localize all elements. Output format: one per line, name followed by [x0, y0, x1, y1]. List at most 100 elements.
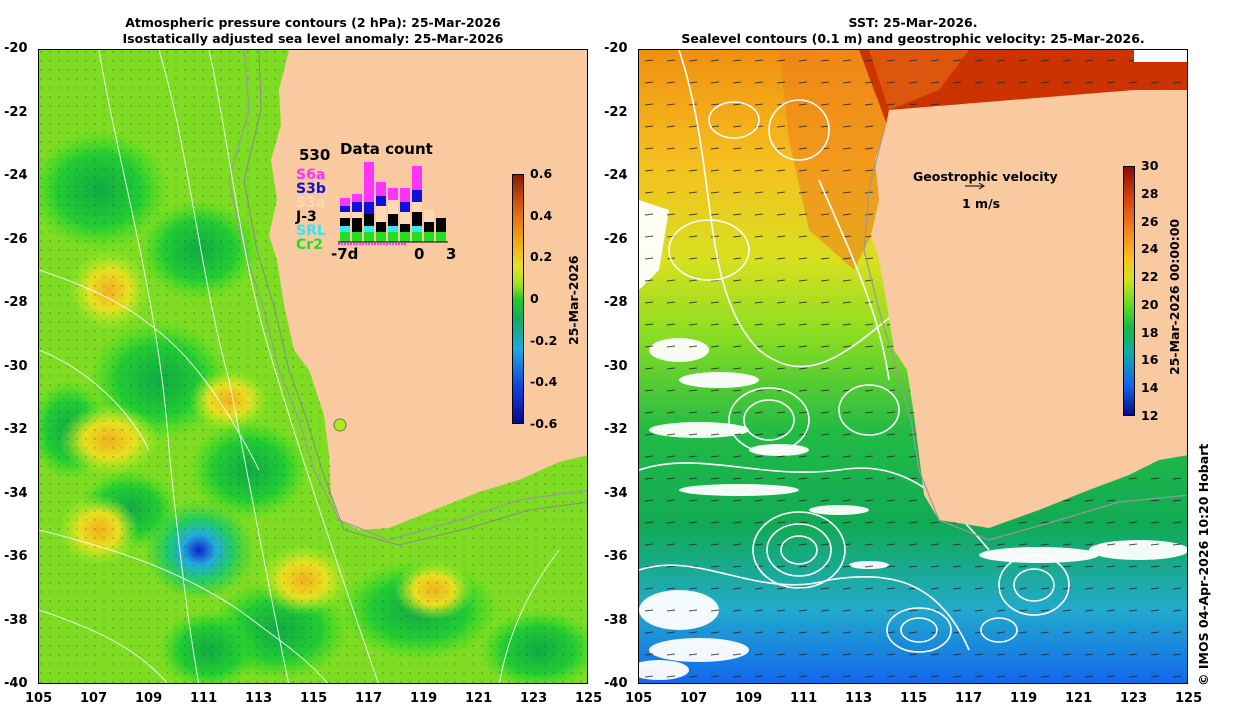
data-count-bar-segment — [376, 196, 386, 206]
left-lon-tick: 113 — [245, 691, 273, 706]
data-count-bar-segment — [412, 232, 422, 242]
left-sla-map[interactable] — [38, 49, 588, 684]
right-lat-tick: -30 — [604, 358, 628, 374]
data-count-bar-segment — [412, 166, 422, 190]
legend-s3b: S3b — [296, 181, 326, 197]
right-lon-tick: 111 — [790, 691, 818, 706]
sst-colorbar-tick: 12 — [1141, 408, 1159, 423]
left-lon-tick: 107 — [80, 691, 108, 706]
left-lon-tick: 111 — [190, 691, 218, 706]
data-count-axis-zero: 0 — [414, 245, 425, 263]
left-title-line-2: Isostatically adjusted sea level anomaly… — [122, 31, 504, 46]
left-lat-tick: -38 — [4, 612, 28, 628]
right-lat-tick: -22 — [604, 104, 628, 120]
data-count-bar-segment — [340, 198, 350, 206]
data-count-bar-segment — [340, 206, 350, 212]
legend-s3a: S3a — [296, 195, 326, 211]
sla-colorbar-tick: 0.4 — [530, 207, 553, 223]
left-lon-tick: 121 — [465, 691, 493, 706]
right-lon-tick: 113 — [845, 691, 873, 706]
data-count-title: Data count — [340, 140, 433, 158]
sla-colorbar-tick: 0.6 — [530, 166, 553, 181]
right-lon-tick: 109 — [735, 691, 763, 706]
data-count-bar-segment — [352, 232, 362, 242]
legend-j3: J-3 — [296, 209, 317, 225]
left-lat-tick: -40 — [4, 676, 28, 691]
right-lat-tick: -38 — [604, 612, 628, 628]
left-lat-tick: -34 — [4, 485, 28, 501]
right-lat-tick: -24 — [604, 168, 628, 183]
right-lat-tick: -34 — [604, 485, 628, 501]
right-lat-tick: -26 — [604, 231, 628, 247]
left-lon-tick: 117 — [355, 691, 383, 706]
right-lon-tick: 107 — [680, 691, 708, 706]
left-title-line-1: Atmospheric pressure contours (2 hPa): 2… — [125, 15, 501, 30]
data-count-bar-segment — [340, 218, 350, 226]
sla-colorbar-tick: 0 — [530, 291, 539, 306]
legend-s6a: S6a — [296, 167, 326, 183]
right-lat-tick: -40 — [604, 676, 628, 691]
sst-colorbar-tick: 14 — [1141, 380, 1159, 396]
left-lon-tick: 105 — [25, 691, 53, 706]
left-lat-tick: -24 — [4, 168, 28, 183]
sst-colorbar — [1123, 166, 1135, 416]
data-count-bar-segment — [424, 210, 434, 222]
data-count-bar-segment — [352, 212, 362, 218]
sla-colorbar-tick: -0.6 — [530, 416, 558, 431]
left-lon-tick: 125 — [575, 691, 603, 706]
right-lon-tick: 125 — [1175, 691, 1203, 706]
left-lat-tick: -32 — [4, 422, 28, 437]
left-lat-tick: -28 — [4, 295, 28, 310]
legend-srl: SRL — [296, 223, 326, 239]
left-lat-tick: -36 — [4, 549, 28, 564]
data-count-bar-segment — [400, 202, 410, 212]
right-lat-tick: -36 — [604, 549, 628, 564]
left-lon-tick: 115 — [300, 691, 328, 706]
data-count-bar-segment — [412, 190, 422, 202]
sst-map-graphic — [639, 50, 1187, 683]
right-lon-tick: 121 — [1065, 691, 1093, 706]
data-count-axis-start: -7d — [331, 245, 359, 263]
sla-colorbar — [512, 174, 524, 424]
left-lat-tick: -30 — [4, 358, 28, 374]
data-count-bar-segment — [364, 202, 374, 214]
data-count-bar-segment — [400, 188, 410, 202]
data-count-bar-segment — [364, 214, 374, 226]
data-count-bars — [338, 162, 448, 245]
sst-colorbar-tick: 26 — [1141, 213, 1159, 229]
data-count-bar-segment — [352, 202, 362, 212]
data-count-bar-segment — [388, 232, 398, 242]
data-count-bar-segment — [424, 222, 434, 232]
data-count-inset: 530 Data count S6a S3b S3a J-3 SRL Cr2 -… — [296, 140, 466, 265]
sst-colorbar-tick: 16 — [1141, 352, 1159, 368]
data-count-bar-segment — [400, 212, 410, 224]
left-lon-tick: 119 — [410, 691, 438, 706]
sst-colorbar-label: 25-Mar-2026 00:00:00 — [1167, 218, 1182, 375]
right-lat-tick: -28 — [604, 295, 628, 310]
sla-colorbar-label: 25-Mar-2026 — [566, 255, 581, 345]
data-count-bar-segment — [376, 232, 386, 242]
data-count-bar-segment — [412, 212, 422, 226]
left-lat-tick: -22 — [4, 104, 28, 120]
sst-colorbar-tick: 20 — [1141, 296, 1159, 312]
right-lon-tick: 119 — [1010, 691, 1038, 706]
sst-colorbar-tick: 28 — [1141, 185, 1159, 201]
data-count-bar-segment — [400, 224, 410, 232]
data-count-bar-segment — [364, 162, 374, 202]
data-count-bar-segment — [400, 232, 410, 242]
data-count-bar-segment — [376, 182, 386, 196]
sla-map-graphic — [39, 50, 587, 683]
right-lon-tick: 123 — [1120, 691, 1148, 706]
right-lon-tick: 115 — [900, 691, 928, 706]
data-count-bar-segment — [376, 206, 386, 222]
sla-colorbar-tick: -0.2 — [530, 332, 558, 348]
data-count-bar-segment — [388, 188, 398, 200]
data-count-bar-segment — [412, 226, 422, 232]
right-sst-map[interactable] — [638, 49, 1188, 684]
sst-colorbar-tick: 24 — [1141, 241, 1159, 257]
data-count-axis-end: 3 — [446, 245, 457, 263]
data-count-bar-segment — [364, 226, 374, 232]
sla-colorbar-tick: 0.2 — [530, 249, 553, 265]
data-count-bar-segment — [376, 222, 386, 232]
legend-cr2: Cr2 — [296, 237, 323, 253]
